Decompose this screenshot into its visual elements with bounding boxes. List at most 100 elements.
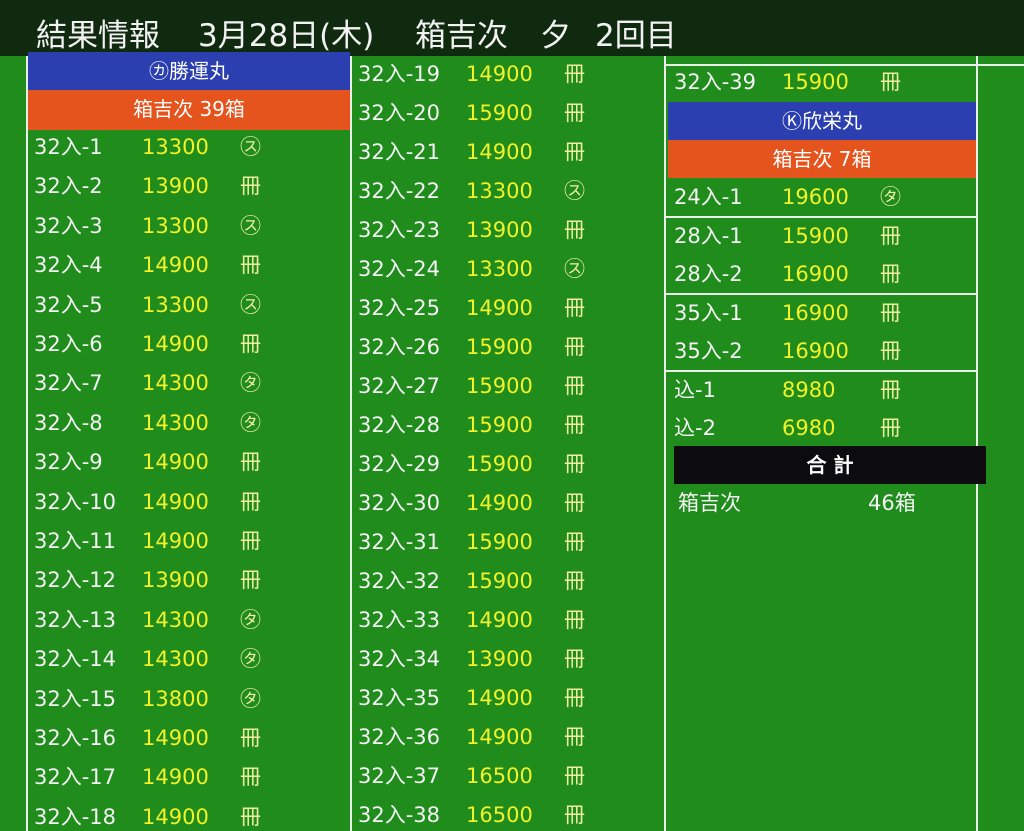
lot: 32入-39 (674, 70, 757, 94)
summary: 箱吉次 7箱 (668, 140, 976, 178)
mark: 冊 (564, 62, 585, 86)
lot: 32入-33 (358, 608, 441, 632)
price: 15900 (466, 101, 533, 125)
mark: 冊 (564, 569, 585, 593)
price: 15900 (466, 374, 533, 398)
lot: 32入-22 (358, 179, 441, 203)
total-label: 箱吉次 (678, 491, 741, 515)
price: 14900 (142, 489, 209, 514)
price: 15900 (466, 452, 533, 476)
price: 15900 (466, 530, 533, 554)
mark: 冊 (564, 491, 585, 515)
total-value: 46箱 (868, 491, 916, 515)
mark: 冊 (240, 529, 261, 553)
lot: 32入-10 (34, 489, 117, 514)
mark: 冊 (240, 489, 261, 514)
lot: 32入-7 (34, 371, 103, 396)
price: 15900 (782, 70, 849, 94)
price: 16900 (782, 300, 849, 325)
price: 19600 (782, 185, 849, 209)
vessel: ㋕勝運丸 (28, 52, 350, 90)
boat: 箱吉次 (415, 18, 508, 54)
price: 14300 (142, 371, 209, 396)
divider (666, 64, 1024, 66)
mark: ㋜ (564, 257, 585, 281)
lot: 32入-23 (358, 218, 441, 242)
mark: 冊 (880, 262, 901, 286)
lot: 32入-16 (34, 726, 117, 750)
lot: 32入-31 (358, 530, 441, 554)
lot: 24入-1 (674, 185, 743, 209)
session: 夕 (540, 18, 571, 54)
price: 15900 (466, 335, 533, 359)
lot: 32入-5 (34, 292, 103, 317)
title-bar: 結果情報 3月28日(木) 箱吉次 夕 2回目 (0, 0, 1024, 56)
price: 8980 (782, 377, 836, 402)
mark: 冊 (880, 416, 901, 440)
mark: ㋜ (240, 135, 261, 159)
mark: 冊 (564, 140, 585, 164)
mark: ㋟ (240, 371, 261, 396)
mark: 冊 (564, 218, 585, 242)
mark: 冊 (564, 647, 585, 671)
price: 13300 (466, 179, 533, 203)
price: 14900 (142, 804, 209, 829)
price: 14300 (142, 647, 209, 672)
price: 14900 (466, 62, 533, 86)
price: 13900 (466, 218, 533, 242)
mark: 冊 (564, 413, 585, 437)
price: 14900 (466, 140, 533, 164)
mark: 冊 (564, 335, 585, 359)
price: 13300 (142, 213, 209, 238)
lot: 32入-14 (34, 647, 117, 672)
mark: ㋟ (240, 647, 261, 672)
mark: 冊 (564, 725, 585, 749)
lot: 32入-13 (34, 607, 117, 632)
divider (350, 56, 352, 831)
lot: 32入-8 (34, 410, 103, 435)
lot: 32入-12 (34, 568, 117, 593)
price: 14900 (142, 726, 209, 750)
mark: 冊 (880, 300, 901, 325)
mark: ㋟ (240, 686, 261, 711)
mark: 冊 (880, 339, 901, 363)
mark: ㋜ (240, 292, 261, 317)
mark: 冊 (240, 332, 261, 356)
date: 3月28日(木) (198, 18, 375, 54)
mark: 冊 (564, 608, 585, 632)
lot: 32入-28 (358, 413, 441, 437)
lot: 28入-1 (674, 223, 743, 248)
price: 16900 (782, 339, 849, 363)
price: 13900 (142, 174, 209, 199)
price: 15900 (466, 413, 533, 437)
lot: 32入-37 (358, 764, 441, 788)
price: 14900 (466, 608, 533, 632)
lot: 32入-29 (358, 452, 441, 476)
mark: 冊 (240, 253, 261, 278)
mark: 冊 (564, 374, 585, 398)
price: 13300 (142, 135, 209, 159)
price: 15900 (782, 223, 849, 248)
lot: 32入-2 (34, 174, 103, 199)
price: 6980 (782, 416, 836, 440)
divider (666, 215, 978, 218)
lot: 32入-34 (358, 647, 441, 671)
price: 14900 (142, 765, 209, 790)
mark: 冊 (240, 804, 261, 829)
mark: 冊 (564, 803, 585, 827)
price: 14900 (142, 450, 209, 475)
price: 16500 (466, 764, 533, 788)
price: 14300 (142, 410, 209, 435)
price: 14900 (142, 253, 209, 278)
mark: 冊 (880, 70, 901, 94)
divider (976, 56, 978, 831)
lot: 32入-6 (34, 332, 103, 356)
mark: 冊 (240, 450, 261, 475)
lot: 32入-27 (358, 374, 441, 398)
mark: 冊 (564, 686, 585, 710)
price: 14900 (466, 686, 533, 710)
mark: ㋟ (240, 410, 261, 435)
price: 14900 (466, 725, 533, 749)
mark: 冊 (564, 101, 585, 125)
